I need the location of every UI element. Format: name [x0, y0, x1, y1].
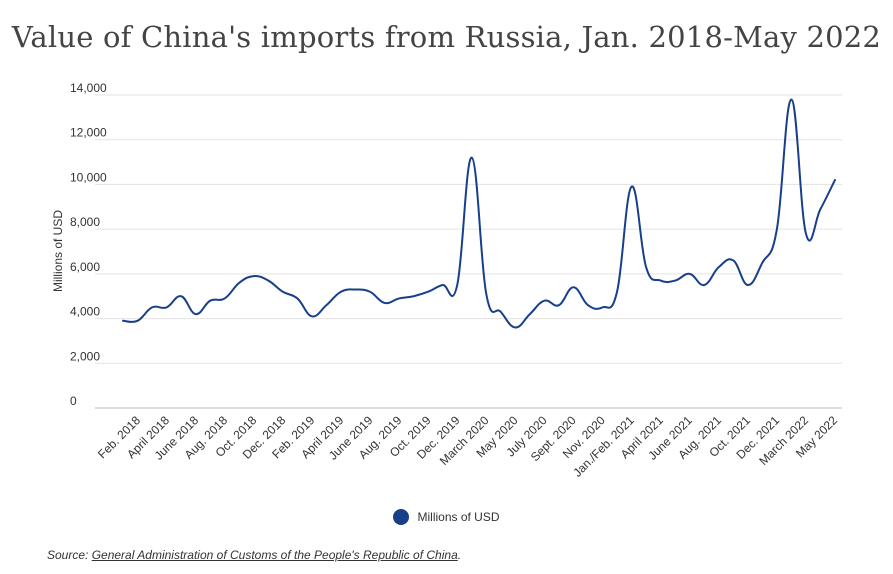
gridlines: [95, 94, 842, 364]
legend: Millions of USD: [0, 509, 893, 525]
source-prefix: Source:: [47, 548, 92, 562]
source-note: Source: General Administration of Custom…: [47, 548, 461, 562]
y-tick-label: 8,000: [70, 215, 100, 229]
y-tick-label: 0: [70, 394, 77, 408]
y-tick-label: 4,000: [70, 305, 100, 319]
legend-marker: [393, 509, 410, 525]
y-tick-label: 10,000: [70, 170, 107, 184]
series-line-millions-of-usd: [122, 98, 836, 329]
y-axis-label: Millions of USD: [51, 210, 65, 292]
chart-title: Value of China's imports from Russia, Ja…: [11, 20, 882, 54]
y-axis-ticks: 0 2,000 4,000 6,000 8,000 10,000 12,000 14,000: [70, 81, 107, 408]
y-tick-label: 12,000: [70, 126, 107, 140]
source-suffix: .: [457, 548, 462, 562]
y-tick-label: 2,000: [70, 349, 100, 363]
y-tick-label: 14,000: [70, 81, 107, 95]
y-tick-label: 6,000: [70, 260, 100, 274]
source-link[interactable]: General Administration of Customs of the…: [91, 548, 458, 562]
legend-label: Millions of USD: [417, 510, 500, 524]
